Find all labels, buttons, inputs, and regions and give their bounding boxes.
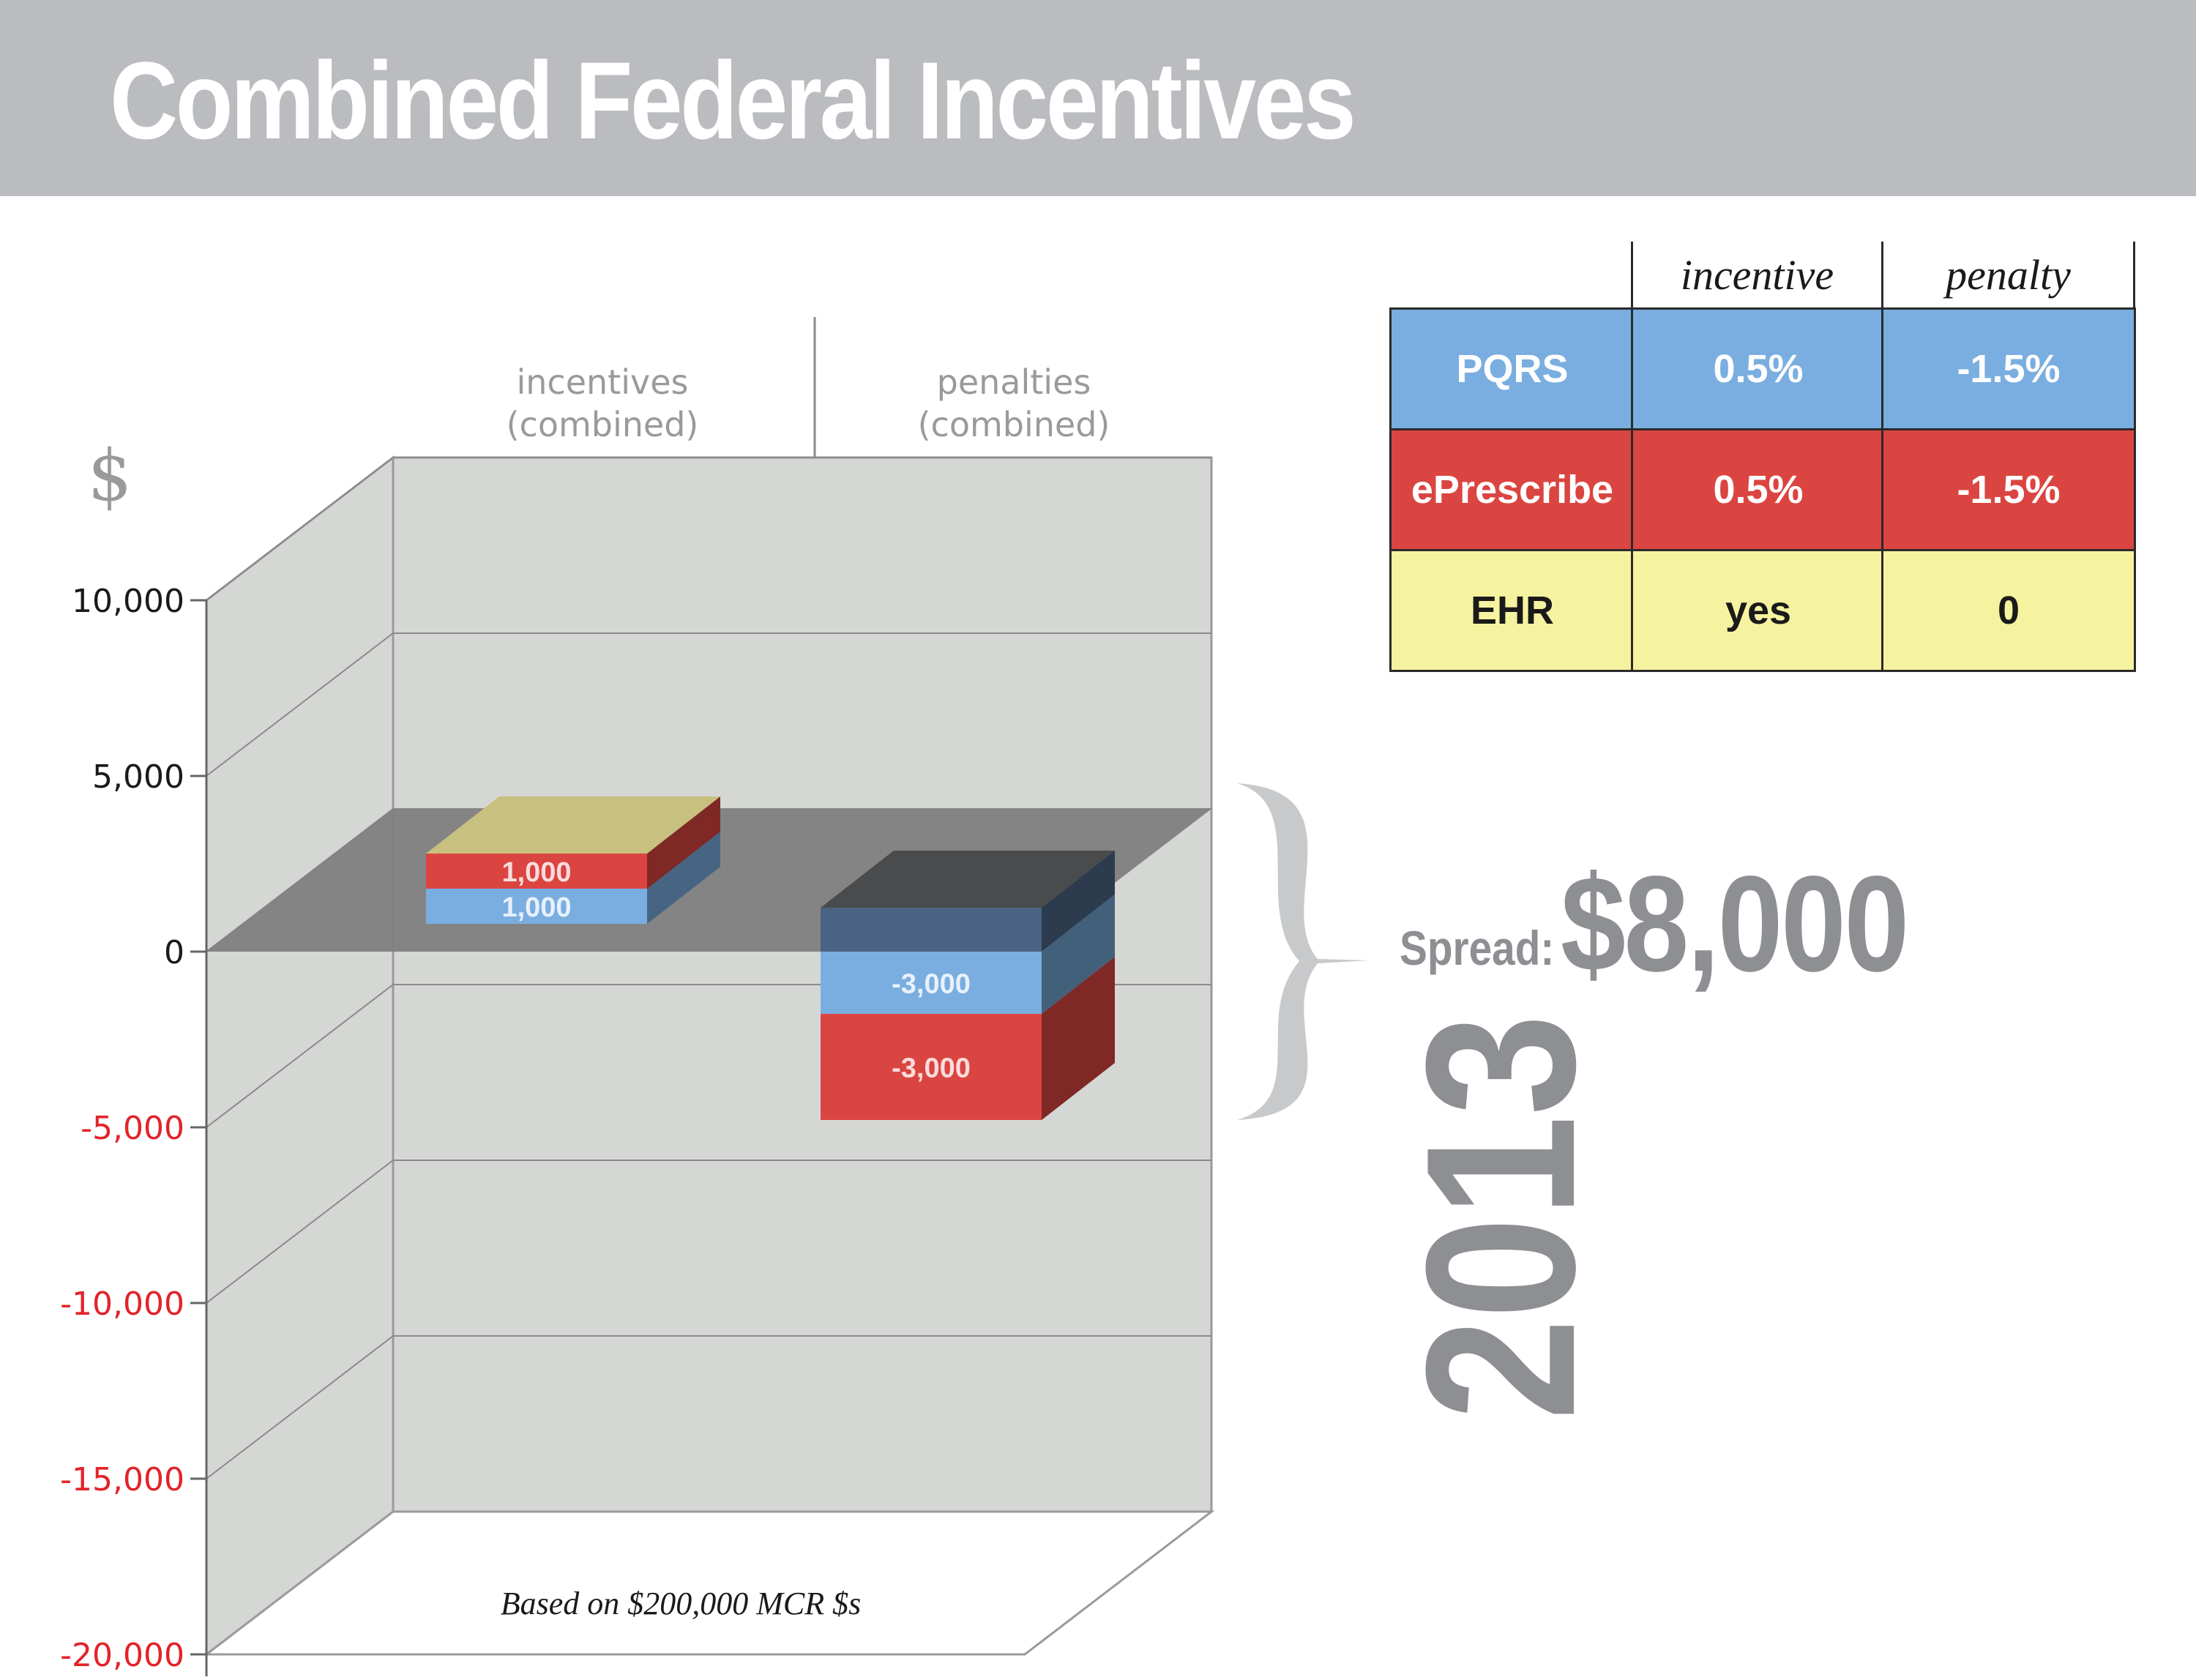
chart-y-tick-label: -15,000: [60, 1461, 184, 1498]
chart-y-tick-label: -10,000: [60, 1285, 184, 1323]
title-banner: Combined Federal Incentives: [0, 0, 2196, 196]
chart-gridline: [206, 632, 1211, 777]
bar-segment-pqrs: [426, 889, 647, 924]
spread-brace-icon: [1237, 783, 1369, 1120]
year-label: 2013: [1382, 1014, 1619, 1420]
table-cell-penalty: 0: [1881, 551, 2134, 670]
chart-gridline: [206, 457, 1211, 601]
chart-y-tick-label: -5,000: [81, 1110, 184, 1147]
table-cell-incentive: 0.5%: [1631, 310, 1883, 428]
chart-category-label: (combined): [507, 405, 699, 444]
bar-side-eprescribe: [647, 796, 720, 889]
bar-cap-penalties: [821, 908, 1042, 952]
bar-segment-eprescribe: [426, 854, 647, 889]
table-header-divider: [1631, 242, 1633, 307]
bar-value-label: -3,000: [892, 969, 971, 1000]
bar-side-pqrs: [1042, 895, 1115, 1014]
table-row-eprescribe: ePrescribe 0.5% -1.5%: [1389, 428, 2136, 551]
chart-category-label: (combined): [918, 405, 1110, 444]
bar-segment-pqrs: [821, 952, 1042, 1014]
chart-gridline: [206, 1335, 1211, 1479]
bar-cap-side: [1042, 851, 1115, 952]
chart-floor: [203, 1510, 1215, 1656]
chart-category-label: incentives: [517, 362, 689, 402]
spread-value: $8,000: [1561, 848, 1909, 1000]
bar-value-label: -3,000: [892, 1053, 971, 1084]
chart-category-label: penalties: [937, 362, 1091, 402]
table-header-divider: [2133, 242, 2135, 307]
chart-y-tick-label: 5,000: [92, 758, 184, 796]
table-cell-program: EHR: [1470, 589, 1554, 632]
table-cell-incentive: 0.5%: [1631, 430, 1883, 549]
table-cell-program: ePrescribe: [1411, 468, 1614, 512]
page-title: Combined Federal Incentives: [110, 39, 1356, 162]
table-row-pqrs: PQRS 0.5% -1.5%: [1389, 307, 2136, 430]
bar-side-eprescribe: [1042, 957, 1115, 1120]
chart-y-tick-label: 0: [164, 934, 184, 971]
bar-side-pqrs: [647, 832, 720, 924]
bar-value-label: 1,000: [501, 857, 571, 888]
table-cell-incentive: yes: [1631, 551, 1883, 670]
table-header-penalty: penalty: [1946, 250, 2071, 299]
bar-value-label: 1,000: [501, 892, 571, 923]
spread-label: Spread:: [1400, 921, 1555, 975]
bar-top-penalties: [821, 851, 1115, 908]
bar-top-incentives: [426, 796, 720, 854]
bar-segment-eprescribe: [821, 1014, 1042, 1120]
bar-chart-3d: 10,000 5,000 0 -5,000 -10,000 -15,000 -20,000 $…: [60, 317, 1215, 1676]
chart-footnote: Based on $200,000 MCR $s: [501, 1586, 862, 1621]
chart-currency-symbol: $: [87, 435, 132, 517]
table-cell-penalty: -1.5%: [1881, 430, 2134, 549]
table-header-incentive: incentive: [1680, 250, 1834, 299]
chart-y-tick-label: 10,000: [72, 583, 184, 620]
table-cell-penalty: -1.5%: [1881, 310, 2134, 428]
table-row-ehr: EHR yes 0: [1389, 549, 2136, 672]
chart-gridline: [206, 1160, 1211, 1304]
chart-y-tick-label: -20,000: [60, 1637, 184, 1674]
table-header-divider: [1881, 242, 1883, 307]
table-cell-program: PQRS: [1456, 347, 1569, 391]
